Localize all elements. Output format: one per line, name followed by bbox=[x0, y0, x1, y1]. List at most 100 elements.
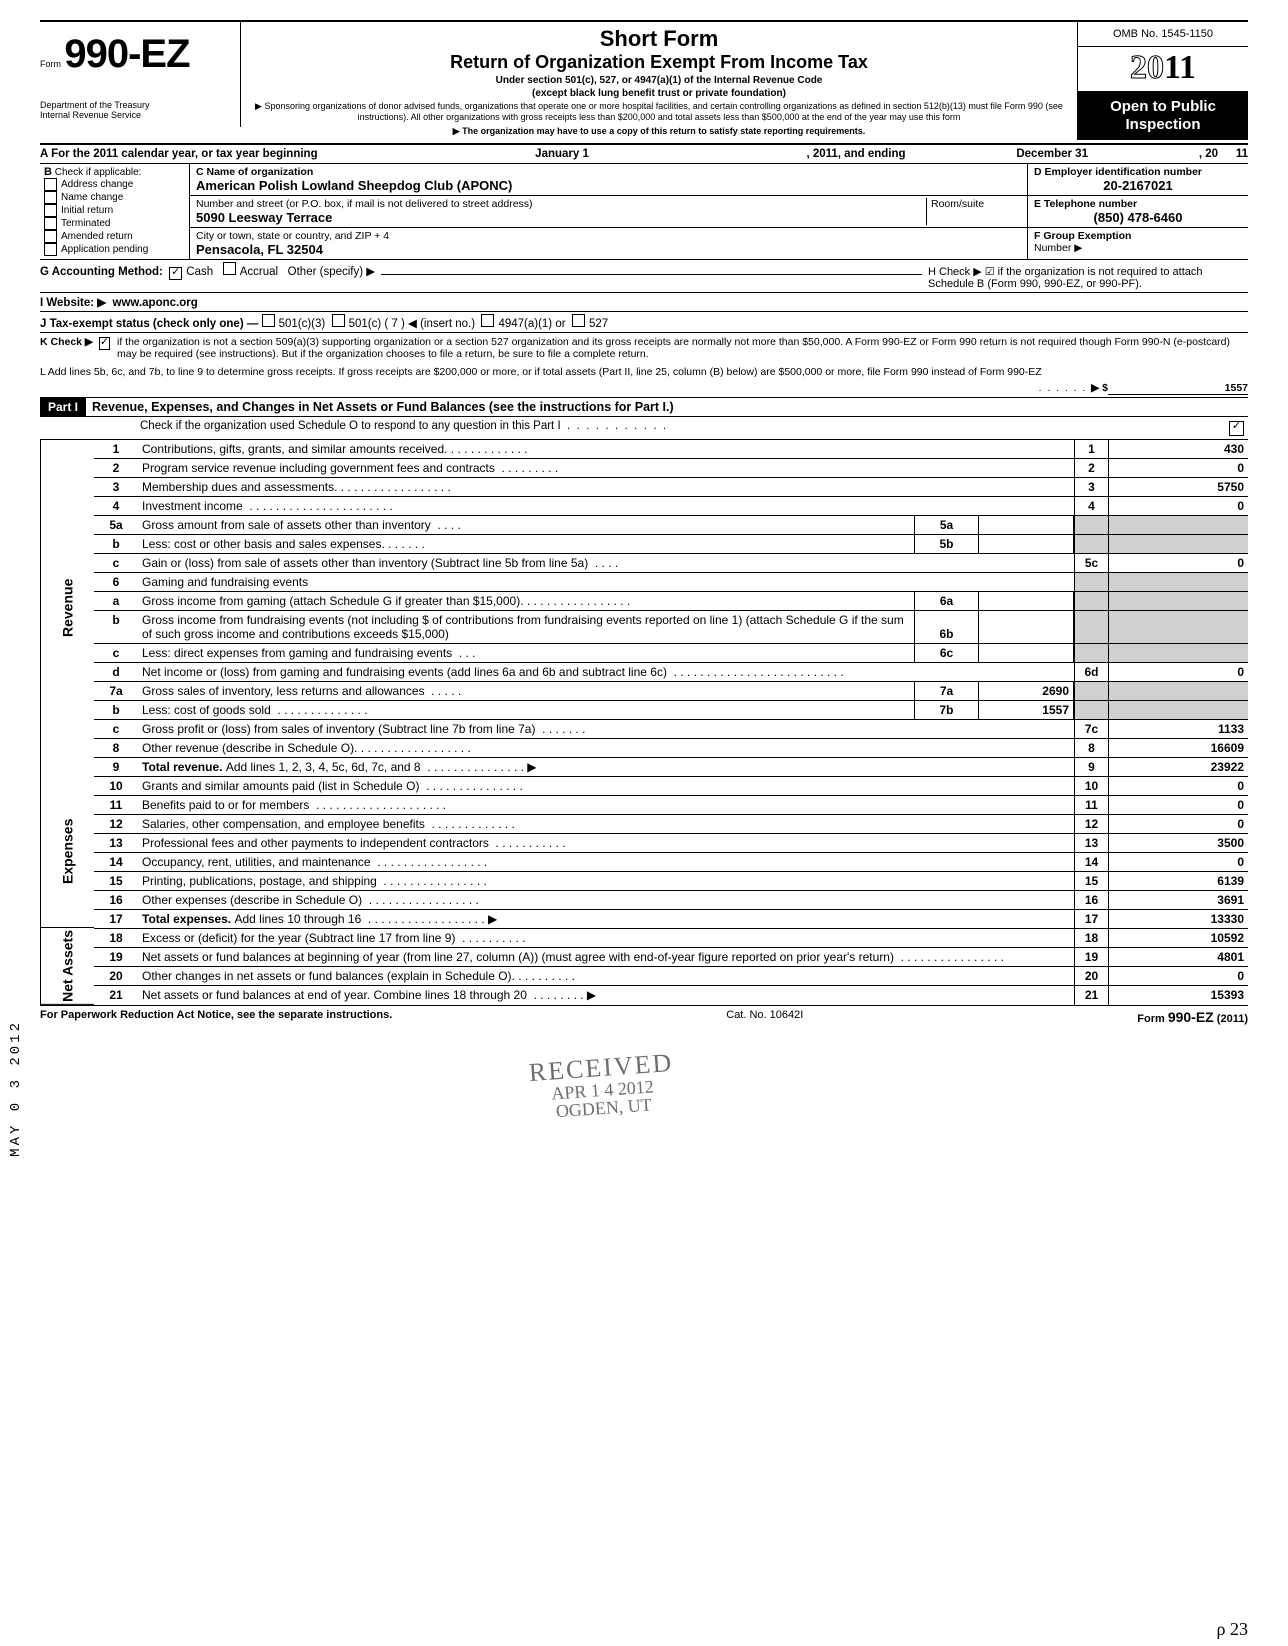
page-corner-number: ρ 23 bbox=[1217, 1619, 1248, 1640]
row-a-end1: December 31 bbox=[906, 148, 1199, 160]
year-outline: 20 bbox=[1130, 49, 1164, 86]
rn7c: 7c bbox=[1074, 719, 1108, 738]
d9: Total revenue. Total revenue. Add lines … bbox=[138, 757, 1074, 776]
l-text: L Add lines 5b, 6c, and 7b, to line 9 to… bbox=[40, 366, 1248, 378]
chk-initial-return[interactable] bbox=[44, 204, 57, 217]
chk-part1-schedO[interactable] bbox=[1229, 421, 1244, 436]
rn6-shade bbox=[1074, 572, 1108, 591]
n5b: b bbox=[94, 534, 138, 553]
rn9: 9 bbox=[1074, 757, 1108, 776]
rn8: 8 bbox=[1074, 738, 1108, 757]
row-j: J Tax-exempt status (check only one) — 5… bbox=[40, 312, 1248, 333]
chk-terminated[interactable] bbox=[44, 217, 57, 230]
d4: Investment income . . . . . . . . . . . … bbox=[138, 496, 1074, 515]
chk-app-pending[interactable] bbox=[44, 243, 57, 256]
rn7a-shade bbox=[1074, 681, 1108, 700]
rv6a-shade bbox=[1108, 591, 1248, 610]
n20: 20 bbox=[94, 966, 138, 985]
n6c: c bbox=[94, 643, 138, 662]
omb-column: OMB No. 1545-1150 2011 Open to Public In… bbox=[1077, 22, 1248, 140]
row-a-mid2: , 2011, and ending bbox=[806, 148, 905, 160]
rv3: 5750 bbox=[1108, 477, 1248, 496]
side-revenue: Revenue bbox=[40, 440, 94, 776]
n21: 21 bbox=[94, 985, 138, 1004]
chk-501c3[interactable] bbox=[262, 314, 275, 327]
chk-4947[interactable] bbox=[481, 314, 494, 327]
chk-name-change[interactable] bbox=[44, 191, 57, 204]
rv4: 0 bbox=[1108, 496, 1248, 515]
d5c: Gain or (loss) from sale of assets other… bbox=[138, 553, 1074, 572]
d7c: Gross profit or (loss) from sales of inv… bbox=[138, 719, 1074, 738]
n7a: 7a bbox=[94, 681, 138, 700]
d19: Net assets or fund balances at beginning… bbox=[138, 947, 1074, 966]
rn18: 18 bbox=[1074, 928, 1108, 947]
d11: Benefits paid to or for members . . . . … bbox=[138, 795, 1074, 814]
l-value: 1557 bbox=[1108, 382, 1248, 395]
n18: 18 bbox=[94, 928, 138, 947]
rn4: 4 bbox=[1074, 496, 1108, 515]
stamp-l3: OGDEN, UT bbox=[531, 1094, 676, 1122]
footer: For Paperwork Reduction Act Notice, see … bbox=[40, 1005, 1248, 1025]
rv5b-shade bbox=[1108, 534, 1248, 553]
title-short-form: Short Form bbox=[251, 26, 1067, 52]
rn19: 19 bbox=[1074, 947, 1108, 966]
d7b: Less: cost of goods sold . . . . . . . .… bbox=[138, 700, 914, 719]
b-item-5: Application pending bbox=[61, 244, 148, 255]
d6c: Less: direct expenses from gaming and fu… bbox=[138, 643, 914, 662]
footer-left: For Paperwork Reduction Act Notice, see … bbox=[40, 1009, 392, 1025]
rn6b-shade bbox=[1074, 610, 1108, 643]
d17: Total expenses. Add lines 10 through 16 … bbox=[138, 909, 1074, 928]
n8: 8 bbox=[94, 738, 138, 757]
rv1: 430 bbox=[1108, 440, 1248, 458]
rv5a-shade bbox=[1108, 515, 1248, 534]
j-527: 527 bbox=[589, 318, 608, 330]
rn6a-shade bbox=[1074, 591, 1108, 610]
side-netassets: Net Assets bbox=[40, 928, 94, 1005]
rv11: 0 bbox=[1108, 795, 1248, 814]
n13: 13 bbox=[94, 833, 138, 852]
rv10: 0 bbox=[1108, 776, 1248, 795]
chk-k[interactable] bbox=[99, 337, 110, 350]
j-a1: 4947(a)(1) or bbox=[498, 318, 565, 330]
j-label: J Tax-exempt status (check only one) — bbox=[40, 318, 258, 330]
row-a: A For the 2011 calendar year, or tax yea… bbox=[40, 143, 1248, 164]
title-box: Short Form Return of Organization Exempt… bbox=[241, 22, 1077, 143]
year-solid: 11 bbox=[1164, 49, 1196, 86]
n1: 1 bbox=[94, 440, 138, 458]
chk-cash[interactable] bbox=[169, 267, 182, 280]
received-stamp: RECEIVED APR 1 4 2012 OGDEN, UT bbox=[528, 1050, 677, 1122]
g-other: Other (specify) ▶ bbox=[288, 264, 375, 278]
n6: 6 bbox=[94, 572, 138, 591]
sv6b bbox=[978, 610, 1074, 643]
b-item-3: Terminated bbox=[61, 218, 110, 229]
rn1: 1 bbox=[1074, 440, 1108, 458]
chk-amended[interactable] bbox=[44, 230, 57, 243]
n15: 15 bbox=[94, 871, 138, 890]
rn6d: 6d bbox=[1074, 662, 1108, 681]
row-g-h: G Accounting Method: Cash Accrual Other … bbox=[40, 260, 1248, 293]
row-i: I Website: ▶ www.aponc.org bbox=[40, 293, 1248, 312]
sn7a: 7a bbox=[914, 681, 978, 700]
d2: Program service revenue including govern… bbox=[138, 458, 1074, 477]
chk-accrual[interactable] bbox=[223, 262, 236, 275]
rn15: 15 bbox=[1074, 871, 1108, 890]
form-number: 990-EZ bbox=[64, 32, 189, 76]
tax-year: 2011 bbox=[1078, 47, 1248, 92]
row-l-val: . . . . . . ▶ $ 1557 bbox=[40, 381, 1248, 397]
header-note-2: ▶ The organization may have to use a cop… bbox=[251, 126, 1067, 137]
chk-501c[interactable] bbox=[332, 314, 345, 327]
d5b: Less: cost or other basis and sales expe… bbox=[138, 534, 914, 553]
phone: (850) 478-6460 bbox=[1034, 210, 1242, 225]
n3: 3 bbox=[94, 477, 138, 496]
chk-527[interactable] bbox=[572, 314, 585, 327]
n14: 14 bbox=[94, 852, 138, 871]
row-a-prefix: A For the 2011 calendar year, or tax yea… bbox=[40, 148, 318, 160]
n5c: c bbox=[94, 553, 138, 572]
d5a: Gross amount from sale of assets other t… bbox=[138, 515, 914, 534]
chk-address-change[interactable] bbox=[44, 178, 57, 191]
rn12: 12 bbox=[1074, 814, 1108, 833]
rv7b-shade bbox=[1108, 700, 1248, 719]
rn14: 14 bbox=[1074, 852, 1108, 871]
room-label: Room/suite bbox=[931, 198, 984, 210]
part-1-title: Revenue, Expenses, and Changes in Net As… bbox=[86, 400, 674, 414]
